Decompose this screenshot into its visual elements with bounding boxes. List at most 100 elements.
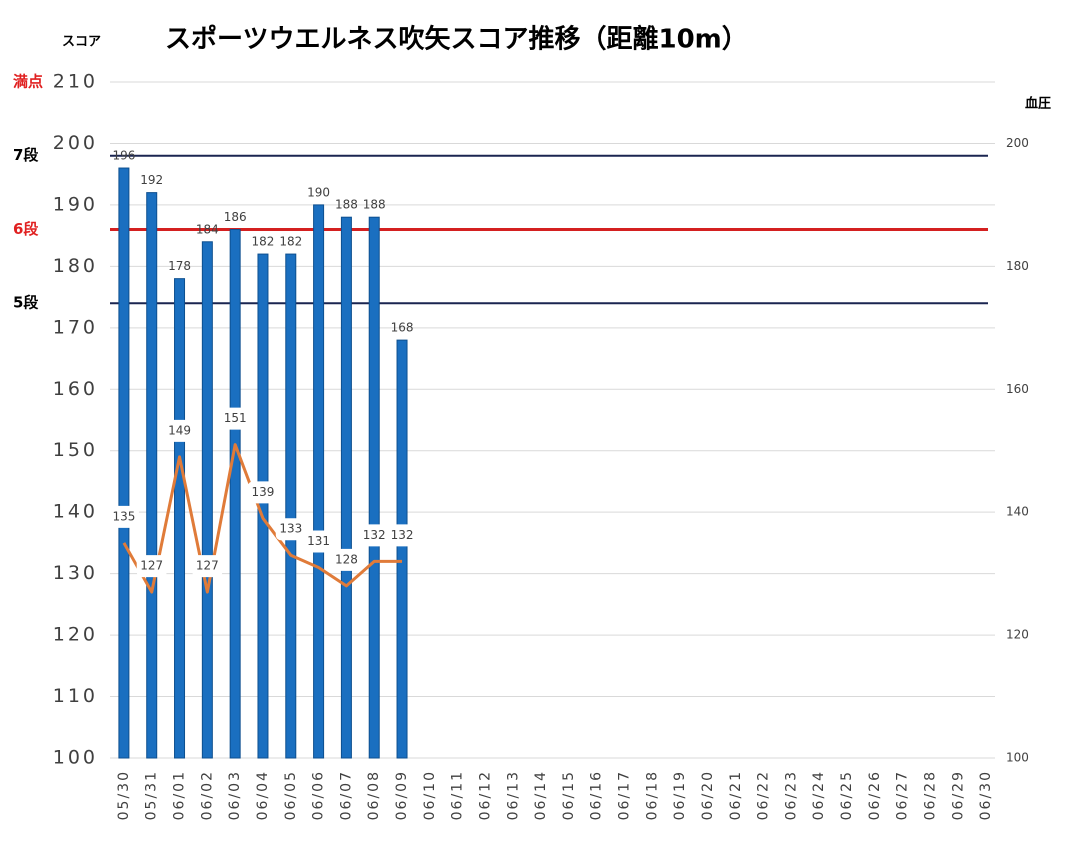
x-tick-label: 06/18: [644, 770, 660, 820]
x-tick-label: 06/11: [450, 770, 466, 820]
x-tick-label: 06/04: [255, 770, 271, 820]
line-value-label: 131: [307, 534, 330, 548]
bar: [174, 278, 186, 759]
line-label-box: [331, 548, 362, 571]
bar-value-label: 182: [252, 235, 275, 249]
line: [122, 443, 403, 594]
x-tick-label: 06/06: [311, 770, 327, 820]
level-label: 満点: [13, 73, 43, 91]
x-tick-label: 06/28: [922, 770, 938, 820]
line-value-label: 151: [224, 411, 247, 425]
y2-tick-label: 160: [1006, 382, 1029, 396]
y2-axis-label: 血圧: [1025, 96, 1051, 112]
x-tick-label: 06/21: [728, 770, 744, 820]
x-tick-label: 06/03: [227, 770, 243, 820]
x-tick-label: 06/08: [366, 770, 382, 820]
level-label: 7段: [13, 146, 38, 164]
x-tick-label: 06/30: [978, 770, 994, 820]
x-tick-label: 06/16: [589, 770, 605, 820]
line-label-box: [108, 505, 139, 528]
y-tick-label: 150: [53, 439, 98, 461]
bar-value-label: 188: [363, 198, 386, 212]
line-value-label: 135: [112, 509, 135, 523]
bar-value-label: 186: [224, 210, 247, 224]
bar: [229, 228, 241, 759]
x-tick-label: 06/25: [839, 770, 855, 820]
y2-tick-label: 200: [1006, 136, 1029, 150]
line-label-box: [303, 530, 334, 553]
y-axis-label: スコア: [62, 35, 101, 50]
level-label: 6段: [13, 220, 38, 238]
y-tick-label: 180: [53, 255, 98, 277]
x-tick-label: 06/20: [700, 770, 716, 820]
y-tick-label: 170: [53, 316, 98, 338]
x-tick-label: 06/12: [477, 770, 493, 820]
bar: [313, 204, 325, 759]
line-value-label: 127: [140, 559, 163, 573]
line-value-label: 139: [252, 485, 275, 499]
bar-value-label: 182: [279, 235, 302, 249]
y-tick-label: 200: [53, 132, 98, 154]
y2-tick-label: 120: [1006, 628, 1029, 642]
x-tick-label: 06/17: [617, 770, 633, 820]
x-tick-label: 06/13: [505, 770, 521, 820]
line-label-box: [387, 524, 418, 547]
bar: [340, 216, 352, 759]
bar: [396, 339, 408, 759]
x-tick-label: 05/30: [116, 770, 132, 820]
y-tick-label: 210: [53, 71, 98, 93]
x-tick-label: 06/15: [561, 770, 577, 820]
y-tick-label: 190: [53, 193, 98, 215]
line-label-box: [359, 524, 390, 547]
line-value-label: 127: [196, 559, 219, 573]
bar-value-label: 168: [391, 321, 414, 335]
x-tick-label: 06/23: [783, 770, 799, 820]
line-label-box: [164, 419, 195, 442]
x-tick-label: 06/29: [950, 770, 966, 820]
bar: [118, 167, 130, 759]
bar-value-label: 178: [168, 259, 191, 273]
bar-value-label: 192: [140, 173, 163, 187]
y-tick-label: 130: [53, 562, 98, 584]
y2-tick-label: 180: [1006, 259, 1029, 273]
line-label-box: [247, 481, 278, 504]
x-tick-label: 06/19: [672, 770, 688, 820]
x-tick-label: 06/14: [533, 770, 549, 820]
bar-value-label: 196: [112, 149, 135, 163]
line-value-label: 128: [335, 552, 358, 566]
x-tick-label: 06/02: [199, 770, 215, 820]
line-value-label: 149: [168, 423, 191, 437]
y-tick-label: 110: [53, 685, 98, 707]
x-tick-label: 05/31: [144, 770, 160, 820]
line-label-box: [220, 407, 251, 430]
bar: [201, 241, 213, 759]
y2-tick-label: 140: [1006, 505, 1029, 519]
level-label: 5段: [13, 294, 38, 312]
y-tick-label: 100: [53, 747, 98, 769]
y-tick-label: 120: [53, 624, 98, 646]
bar-value-label: 190: [307, 185, 330, 199]
x-tick-label: 06/24: [811, 770, 827, 820]
y-tick-label: 160: [53, 378, 98, 400]
bar: [368, 216, 380, 759]
x-tick-label: 06/01: [172, 770, 188, 820]
x-tick-label: 06/07: [338, 770, 354, 820]
x-tick-label: 06/05: [283, 770, 299, 820]
line-value-label: 132: [363, 528, 386, 542]
x-tick-label: 06/26: [867, 770, 883, 820]
line-value-label: 133: [279, 522, 302, 536]
y2-tick-label: 100: [1006, 751, 1029, 765]
x-tick-label: 06/27: [895, 770, 911, 820]
bar: [285, 253, 297, 759]
chart-title: スポーツウエルネス吹矢スコア推移（距離10m）: [165, 24, 748, 55]
y-tick-label: 140: [53, 501, 98, 523]
line-label-box: [136, 555, 167, 578]
bar-value-label: 188: [335, 198, 358, 212]
bar-value-label: 184: [196, 222, 219, 236]
line-label-box: [275, 518, 306, 541]
line-value-label: 132: [391, 528, 414, 542]
x-tick-label: 06/22: [756, 770, 772, 820]
line-label-box: [192, 555, 223, 578]
bar: [146, 192, 158, 759]
